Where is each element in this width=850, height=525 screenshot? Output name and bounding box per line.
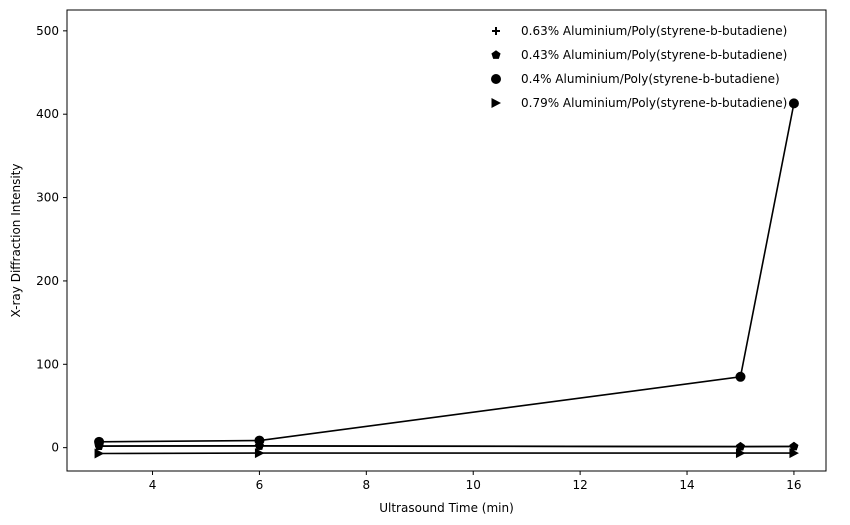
legend: 0.63% Aluminium/Poly(styrene-b-butadiene… [491,24,787,110]
data-point [94,448,105,459]
y-tick-label: 200 [36,274,59,288]
data-point [789,448,799,459]
legend-marker [491,74,501,84]
y-tick-label: 100 [36,357,59,371]
legend-label: 0.4% Aluminium/Poly(styrene-b-butadiene) [521,72,780,86]
y-tick-label: 400 [36,107,59,121]
legend-label: 0.79% Aluminium/Poly(styrene-b-butadiene… [521,96,787,110]
series-line [99,103,795,443]
x-tick-label: 6 [256,478,264,492]
x-tick-label: 10 [466,478,481,492]
legend-marker [491,50,501,59]
data-point [789,441,799,451]
y-axis-label: X-ray Diffraction Intensity [9,164,23,318]
legend-label: 0.63% Aluminium/Poly(styrene-b-butadiene… [521,24,787,38]
series-layer [94,98,799,459]
series-line [99,445,794,448]
x-axis-label: Ultrasound Time (min) [379,501,514,515]
series-triangle-right [94,448,799,459]
data-point [254,448,265,459]
data-point [735,448,746,459]
data-point [788,98,799,109]
plot-frame [66,9,827,472]
series-circle [94,98,799,447]
x-tick-label: 12 [572,478,587,492]
legend-marker [491,98,501,108]
legend-marker [492,27,500,35]
x-tick-label: 4 [149,478,157,492]
data-point [735,371,746,382]
y-tick-label: 300 [36,191,59,205]
legend-item: 0.79% Aluminium/Poly(styrene-b-butadiene… [491,96,787,110]
x-tick-label: 8 [363,478,371,492]
legend-item: 0.4% Aluminium/Poly(styrene-b-butadiene) [491,72,780,86]
data-point [254,435,265,446]
y-tick-label: 500 [36,24,59,38]
legend-label: 0.43% Aluminium/Poly(styrene-b-butadiene… [521,48,787,62]
x-tick-label: 14 [679,478,694,492]
y-axis: 0 100 200 300 400 500 [36,24,67,455]
data-point [735,441,746,451]
legend-item: 0.63% Aluminium/Poly(styrene-b-butadiene… [492,24,787,38]
legend-item: 0.43% Aluminium/Poly(styrene-b-butadiene… [491,48,787,62]
y-tick-label: 0 [51,441,59,455]
series-pentagon [94,441,799,451]
x-tick-label: 16 [786,478,801,492]
data-point [94,436,105,447]
x-axis: 4 6 8 10 12 14 16 [149,471,802,492]
